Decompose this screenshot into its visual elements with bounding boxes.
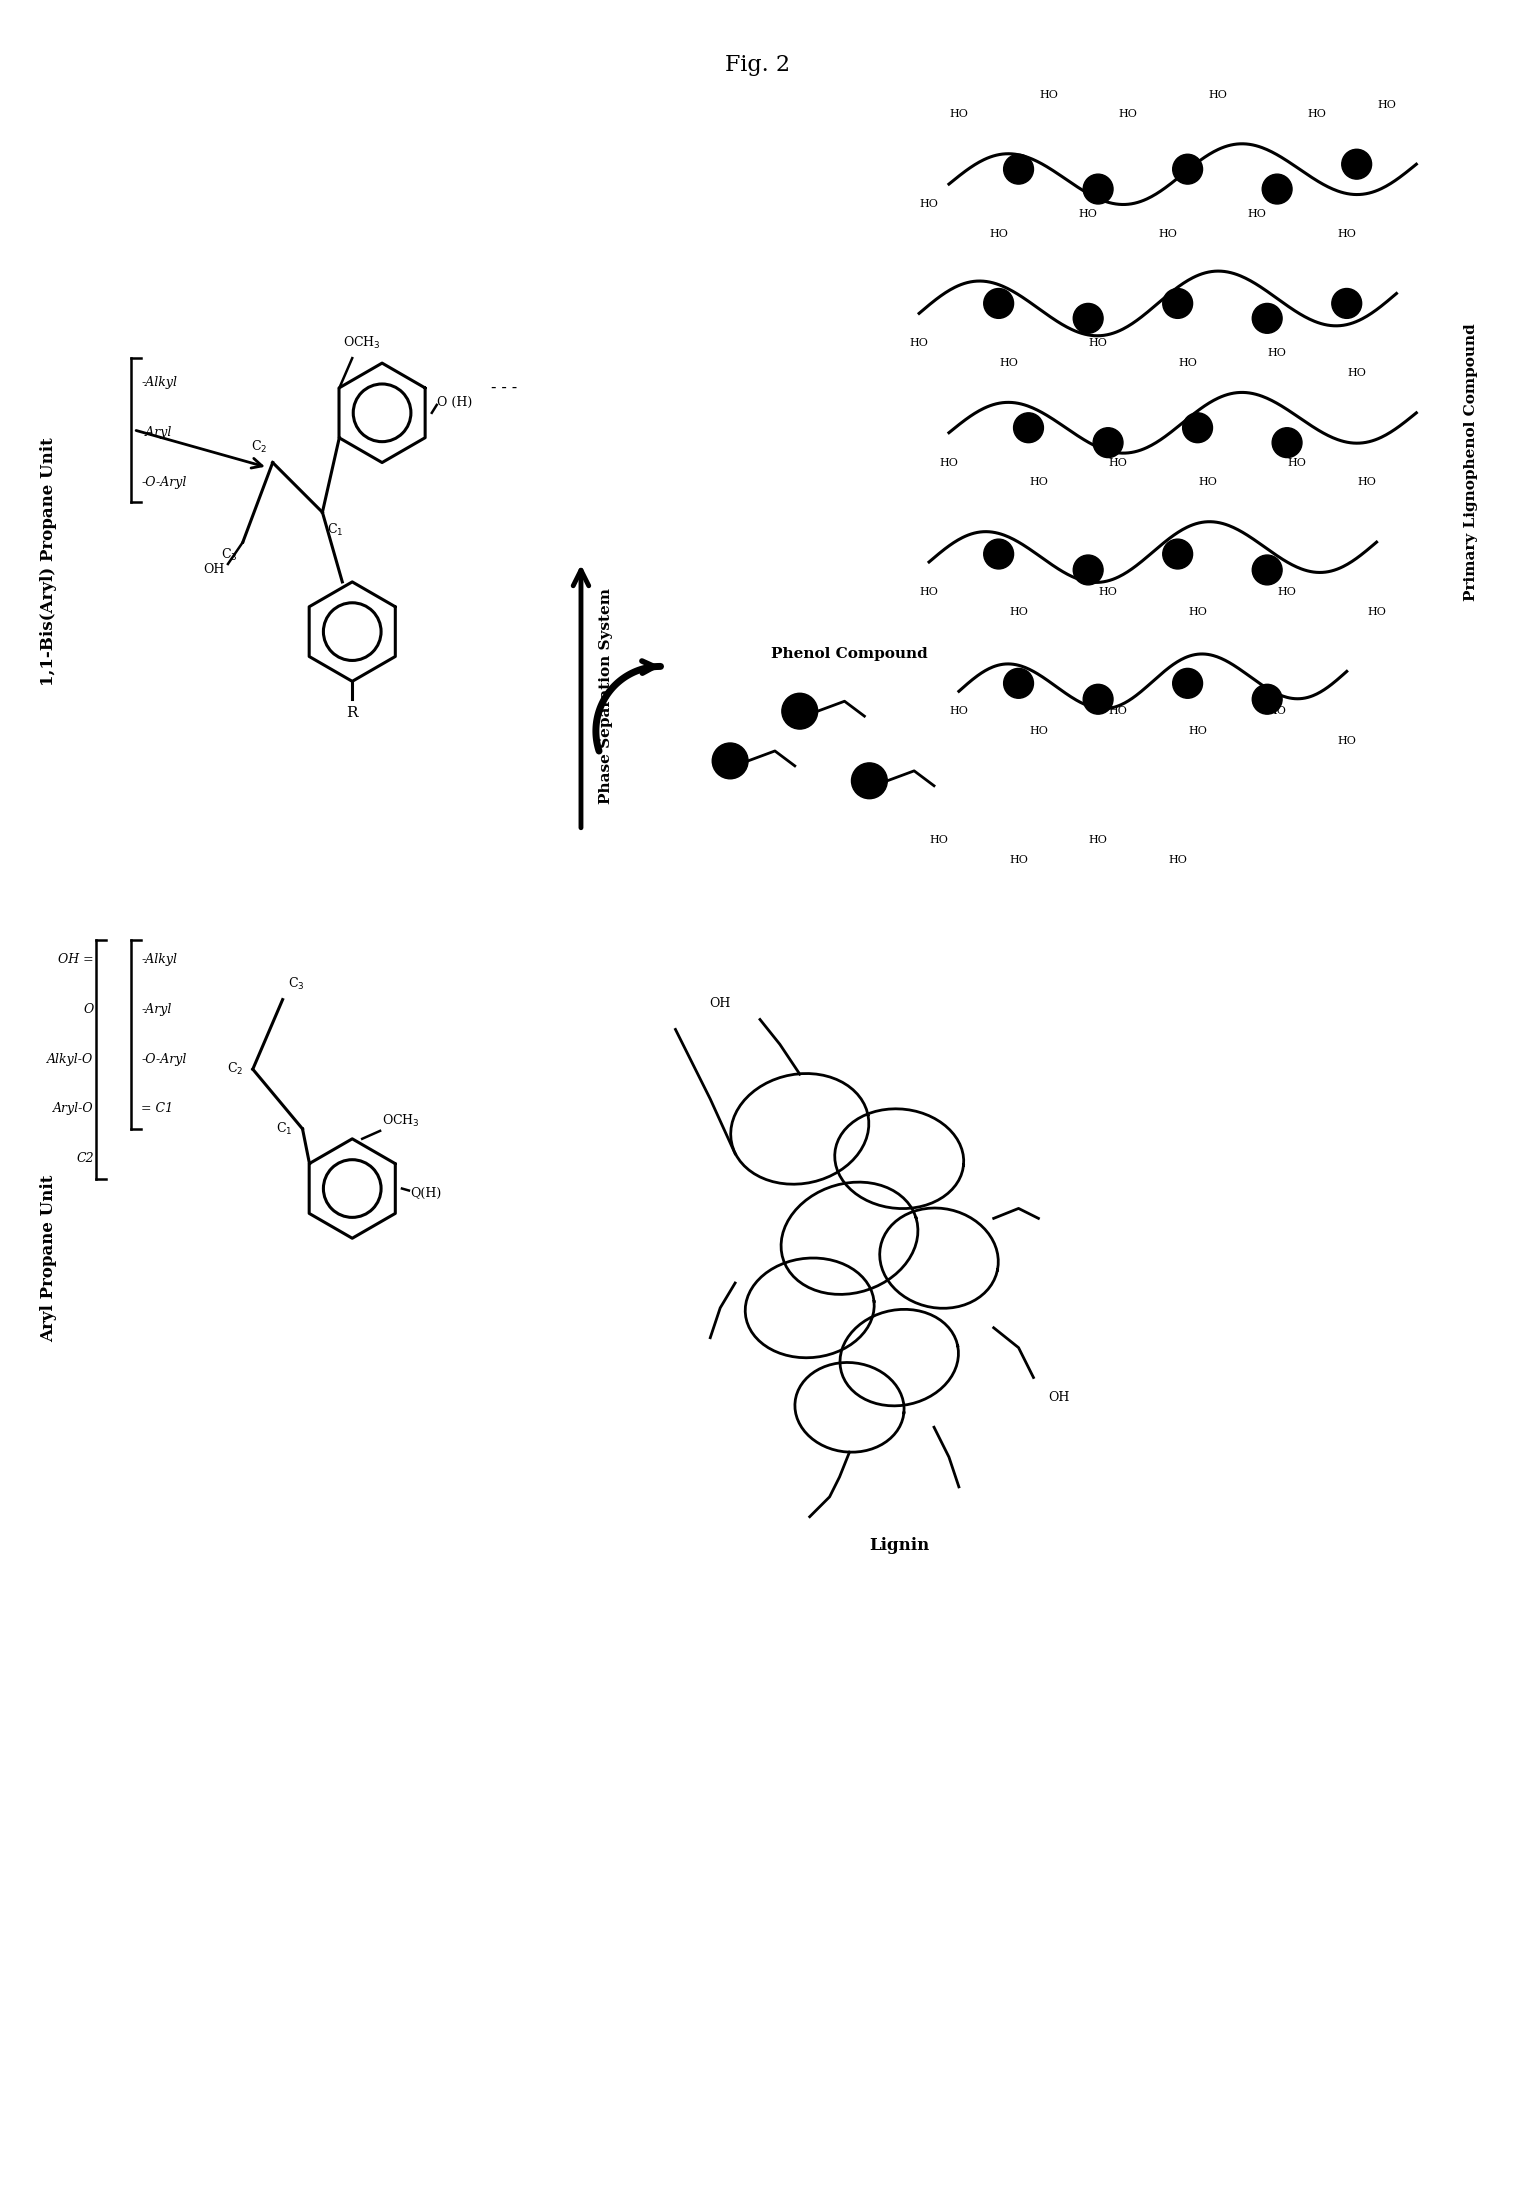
Text: Phase Separation System: Phase Separation System — [598, 588, 614, 804]
Text: OH =: OH = — [58, 954, 94, 965]
Text: HO: HO — [1198, 477, 1217, 488]
Text: O: O — [83, 1003, 94, 1016]
Text: -Aryl: -Aryl — [141, 1003, 171, 1016]
Text: OH: OH — [203, 563, 224, 577]
Circle shape — [1273, 429, 1301, 457]
Circle shape — [1162, 539, 1192, 570]
Circle shape — [1342, 150, 1371, 179]
Text: C$_2$: C$_2$ — [251, 440, 268, 455]
Text: HO: HO — [1109, 457, 1127, 468]
Text: C$_1$: C$_1$ — [327, 521, 344, 539]
Text: HO: HO — [920, 588, 938, 596]
Text: -O-Aryl: -O-Aryl — [141, 475, 186, 488]
Text: HO: HO — [1248, 210, 1267, 219]
Text: -Aryl: -Aryl — [141, 426, 171, 440]
Text: HO: HO — [1089, 835, 1107, 846]
Text: -Alkyl: -Alkyl — [141, 376, 177, 389]
Circle shape — [1003, 155, 1033, 183]
Text: Aryl Propane Unit: Aryl Propane Unit — [41, 1175, 58, 1341]
Text: HO: HO — [1089, 338, 1107, 349]
Text: R: R — [347, 707, 358, 720]
Circle shape — [851, 762, 888, 800]
Text: OCH$_3$: OCH$_3$ — [344, 336, 382, 351]
Text: HO: HO — [939, 457, 959, 468]
Text: HO: HO — [1207, 91, 1227, 99]
Text: OCH$_3$: OCH$_3$ — [382, 1113, 420, 1129]
Text: 1,1-Bis(Aryl) Propane Unit: 1,1-Bis(Aryl) Propane Unit — [41, 437, 58, 687]
Circle shape — [1162, 289, 1192, 318]
Text: C$_3$: C$_3$ — [221, 548, 238, 563]
Text: HO: HO — [920, 199, 938, 210]
Text: HO: HO — [1029, 727, 1048, 736]
Text: OH: OH — [709, 996, 730, 1010]
Circle shape — [983, 539, 1014, 570]
Text: HO: HO — [1268, 707, 1286, 716]
Text: HO: HO — [1307, 110, 1326, 119]
Circle shape — [1253, 685, 1282, 714]
Text: HO: HO — [930, 835, 948, 846]
Text: Lignin: Lignin — [870, 1537, 929, 1553]
Text: Fig. 2: Fig. 2 — [724, 53, 789, 75]
Text: C$_3$: C$_3$ — [288, 976, 305, 992]
Text: HO: HO — [950, 110, 968, 119]
Text: HO: HO — [1009, 607, 1029, 616]
Text: HO: HO — [909, 338, 929, 349]
Text: O (H): O (H) — [436, 395, 473, 409]
Text: HO: HO — [1118, 110, 1138, 119]
Circle shape — [1073, 554, 1103, 585]
Circle shape — [1173, 155, 1203, 183]
Text: HO: HO — [1079, 210, 1097, 219]
Circle shape — [1262, 175, 1292, 203]
Text: HO: HO — [1377, 99, 1395, 110]
Text: HO: HO — [1039, 91, 1057, 99]
Circle shape — [1083, 685, 1114, 714]
Text: Alkyl-O: Alkyl-O — [47, 1054, 94, 1065]
Text: HO: HO — [1109, 707, 1127, 716]
Text: HO: HO — [1168, 855, 1188, 866]
Text: HO: HO — [1029, 477, 1048, 488]
Circle shape — [1094, 429, 1123, 457]
Text: HO: HO — [1159, 230, 1177, 239]
Text: HO: HO — [1357, 477, 1376, 488]
Text: HO: HO — [1338, 230, 1356, 239]
Text: HO: HO — [1277, 588, 1297, 596]
Circle shape — [1003, 669, 1033, 698]
Text: - - -: - - - — [491, 380, 518, 395]
Text: HO: HO — [1000, 358, 1018, 369]
Text: -O-Aryl: -O-Aryl — [141, 1054, 186, 1065]
Text: HO: HO — [950, 707, 968, 716]
Circle shape — [1253, 303, 1282, 334]
Text: HO: HO — [1179, 358, 1197, 369]
Text: HO: HO — [1098, 588, 1118, 596]
Circle shape — [983, 289, 1014, 318]
Text: HO: HO — [1268, 349, 1286, 358]
Circle shape — [712, 742, 748, 780]
Text: C$_1$: C$_1$ — [276, 1120, 292, 1138]
Text: Q(H): Q(H) — [411, 1186, 441, 1199]
Text: HO: HO — [1009, 855, 1029, 866]
Circle shape — [1183, 413, 1212, 442]
Circle shape — [1014, 413, 1044, 442]
Text: HO: HO — [989, 230, 1007, 239]
Circle shape — [1173, 669, 1203, 698]
Text: C$_2$: C$_2$ — [227, 1060, 242, 1078]
Text: Phenol Compound: Phenol Compound — [771, 647, 927, 660]
Text: HO: HO — [1188, 607, 1207, 616]
Circle shape — [782, 694, 818, 729]
Text: HO: HO — [1288, 457, 1306, 468]
Circle shape — [1073, 303, 1103, 334]
Circle shape — [1253, 554, 1282, 585]
Text: Aryl-O: Aryl-O — [53, 1102, 94, 1116]
Circle shape — [1083, 175, 1114, 203]
Text: = C1: = C1 — [141, 1102, 174, 1116]
Text: C2: C2 — [76, 1153, 94, 1164]
Text: OH: OH — [1048, 1392, 1070, 1405]
Text: HO: HO — [1338, 736, 1356, 747]
Text: -Alkyl: -Alkyl — [141, 954, 177, 965]
Text: Primary Lignophenol Compound: Primary Lignophenol Compound — [1463, 325, 1479, 601]
Circle shape — [1332, 289, 1362, 318]
Text: HO: HO — [1188, 727, 1207, 736]
Text: HO: HO — [1367, 607, 1386, 616]
Text: HO: HO — [1347, 369, 1367, 378]
